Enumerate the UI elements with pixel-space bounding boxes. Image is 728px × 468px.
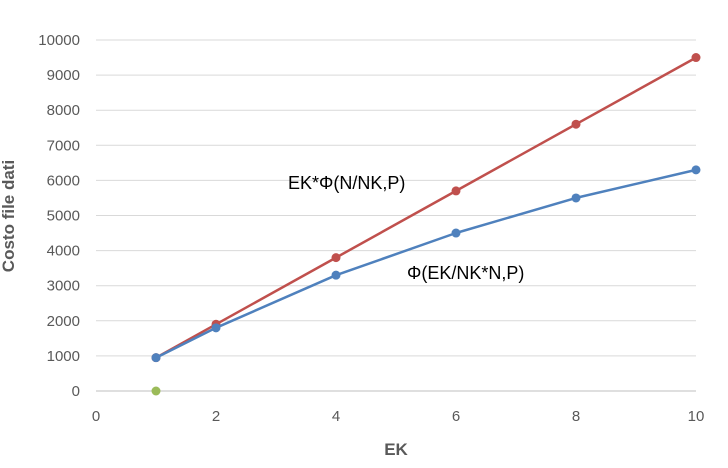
series-1-point-3 — [451, 228, 461, 238]
x-tick-labels: 0 2 4 6 8 10 — [92, 408, 705, 425]
x-tick-0: 0 — [92, 408, 100, 425]
y-tick-10000: 10000 — [38, 32, 80, 49]
series-layer — [151, 53, 701, 396]
series-1-point-0 — [151, 353, 161, 363]
annotation-blue-series: Φ(EK/NK*N,P) — [407, 263, 524, 283]
annotation-red-series: EK*Φ(N/NK,P) — [288, 173, 405, 193]
gridlines — [96, 39, 696, 392]
y-axis-title: Costo file dati — [0, 160, 18, 272]
series-0-point-4 — [571, 119, 581, 129]
y-tick-4000: 4000 — [47, 243, 80, 260]
series-1-point-2 — [331, 270, 341, 280]
y-tick-1000: 1000 — [47, 348, 80, 365]
series-line-1 — [155, 168, 697, 359]
y-tick-2000: 2000 — [47, 313, 80, 330]
y-tick-6000: 6000 — [47, 172, 80, 189]
series-2-point-0 — [151, 386, 161, 396]
y-tick-0: 0 — [72, 383, 80, 400]
y-tick-labels: 0 1000 2000 3000 4000 5000 6000 7000 8000 9000 100… — [38, 32, 80, 400]
x-tick-4: 4 — [332, 408, 340, 425]
y-tick-8000: 8000 — [47, 102, 80, 119]
x-axis-title: EK — [384, 440, 408, 459]
series-1-point-1 — [211, 323, 221, 333]
series-1-point-5 — [691, 165, 701, 175]
series-line-0 — [155, 56, 697, 359]
series-0-point-2 — [331, 253, 341, 263]
series-0-point-3 — [451, 186, 461, 196]
x-tick-10: 10 — [688, 408, 705, 425]
y-tick-7000: 7000 — [47, 137, 80, 154]
series-0-point-5 — [691, 53, 701, 63]
x-tick-8: 8 — [572, 408, 580, 425]
y-tick-9000: 9000 — [47, 67, 80, 84]
x-tick-6: 6 — [452, 408, 460, 425]
y-tick-5000: 5000 — [47, 208, 80, 225]
series-1-point-4 — [571, 193, 581, 203]
y-tick-3000: 3000 — [47, 278, 80, 295]
x-tick-2: 2 — [212, 408, 220, 425]
